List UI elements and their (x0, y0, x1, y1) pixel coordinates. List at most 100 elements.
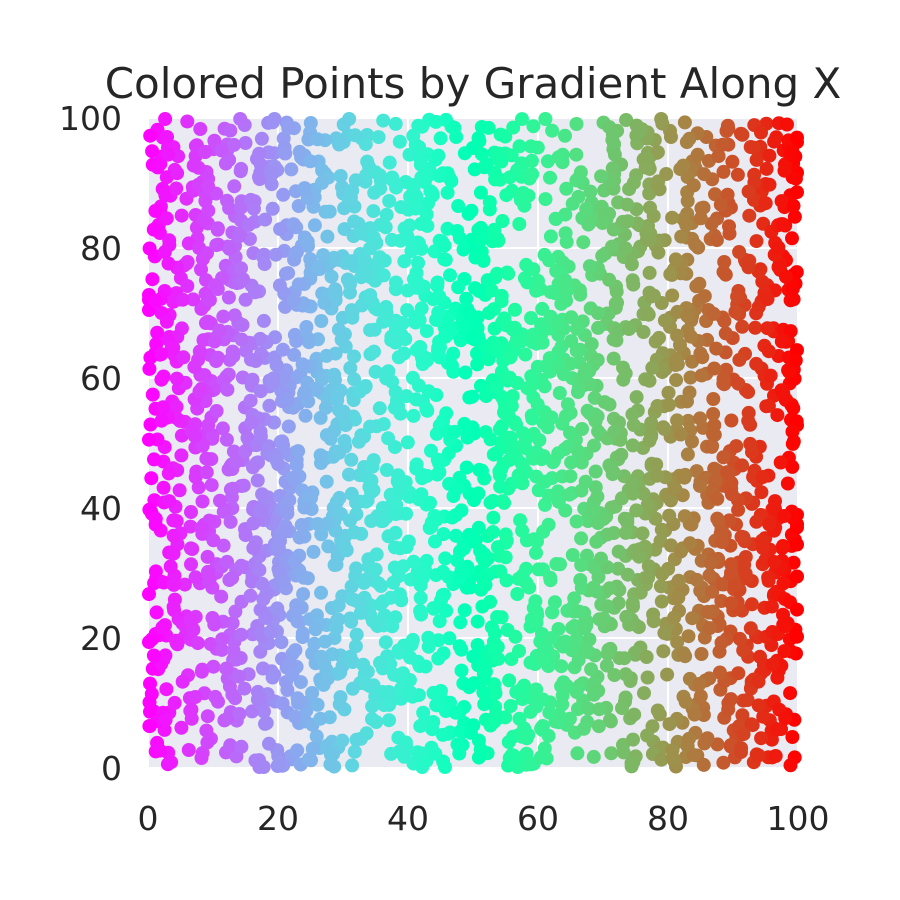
scatter-point (356, 254, 371, 269)
scatter-point (494, 336, 509, 351)
scatter-point (501, 408, 516, 423)
scatter-point (529, 445, 544, 460)
scatter-point (527, 532, 542, 547)
scatter-point (671, 573, 686, 588)
scatter-point (373, 181, 388, 196)
scatter-point (785, 436, 800, 451)
scatter-point (142, 361, 157, 376)
scatter-point (636, 486, 651, 501)
scatter-point (423, 495, 437, 510)
scatter-point (415, 571, 430, 586)
scatter-point (400, 283, 415, 298)
scatter-point (381, 431, 396, 446)
scatter-point (490, 610, 505, 624)
scatter-point (489, 380, 504, 395)
scatter-point (188, 570, 203, 585)
scatter-point (620, 567, 635, 582)
scatter-point (693, 411, 707, 426)
scatter-point (252, 563, 267, 578)
scatter-point (195, 494, 210, 509)
scatter-point (674, 229, 689, 244)
scatter-point (342, 193, 356, 208)
scatter-point (696, 757, 711, 772)
scatter-point (167, 592, 182, 607)
scatter-point (476, 685, 491, 700)
scatter-point (269, 358, 284, 373)
scatter-point (693, 689, 708, 704)
scatter-point (174, 720, 189, 735)
scatter-point (183, 613, 198, 628)
scatter-point (625, 486, 640, 501)
scatter-point (214, 143, 229, 158)
scatter-point (783, 686, 798, 701)
scatter-point (419, 753, 434, 768)
scatter-point (718, 326, 733, 341)
scatter-point (494, 419, 509, 434)
scatter-point (716, 450, 731, 465)
scatter-point (416, 469, 431, 483)
scatter-point (363, 241, 377, 256)
scatter-point (618, 690, 633, 705)
scatter-point (291, 444, 306, 459)
scatter-point (345, 305, 360, 320)
scatter-point (517, 198, 532, 213)
scatter-point (214, 642, 229, 657)
scatter-point (564, 310, 579, 325)
scatter-point (569, 321, 584, 336)
scatter-point (235, 318, 250, 332)
scatter-point (453, 333, 468, 348)
scatter-point (142, 241, 157, 256)
scatter-point (765, 657, 780, 672)
scatter-point (406, 408, 421, 423)
scatter-point (223, 123, 238, 138)
scatter-point (622, 322, 636, 337)
scatter-point (238, 136, 253, 150)
scatter-point (425, 722, 440, 737)
scatter-point (564, 455, 579, 470)
scatter-point (226, 643, 241, 658)
y-tick-label: 60 (80, 359, 122, 398)
scatter-point (381, 529, 396, 544)
scatter-point (639, 650, 654, 664)
scatter-point (606, 526, 621, 540)
scatter-point (619, 609, 634, 624)
scatter-point (342, 467, 356, 482)
scatter-point (388, 116, 403, 131)
scatter-point (692, 478, 707, 493)
scatter-point (433, 131, 448, 146)
scatter-point (327, 250, 341, 265)
y-tick-label: 80 (80, 229, 122, 268)
scatter-point (281, 419, 296, 434)
scatter-point (188, 690, 203, 704)
scatter-point (487, 626, 502, 641)
scatter-point (542, 351, 557, 366)
scatter-point (716, 371, 731, 386)
scatter-point (355, 226, 370, 241)
scatter-point (413, 157, 428, 172)
scatter-point (421, 630, 436, 645)
scatter-point (169, 371, 184, 386)
scatter-point (618, 525, 633, 540)
scatter-point (163, 559, 178, 574)
scatter-point (559, 181, 574, 196)
scatter-point (257, 257, 272, 272)
scatter-point (656, 644, 671, 659)
scatter-point (347, 372, 362, 387)
scatter-point (710, 511, 725, 526)
scatter-point (451, 280, 466, 295)
scatter-point (183, 703, 198, 718)
scatter-point (518, 432, 533, 447)
scatter-point (250, 473, 265, 488)
scatter-point (452, 231, 467, 246)
scatter-point (225, 344, 240, 359)
scatter-point (640, 728, 655, 743)
scatter-point (649, 457, 664, 472)
scatter-point (297, 500, 312, 515)
scatter-point (571, 444, 586, 459)
scatter-point (777, 619, 792, 634)
scatter-point (664, 130, 678, 144)
scatter-point (786, 401, 801, 416)
scatter-point (382, 194, 397, 208)
scatter-point (457, 541, 471, 556)
